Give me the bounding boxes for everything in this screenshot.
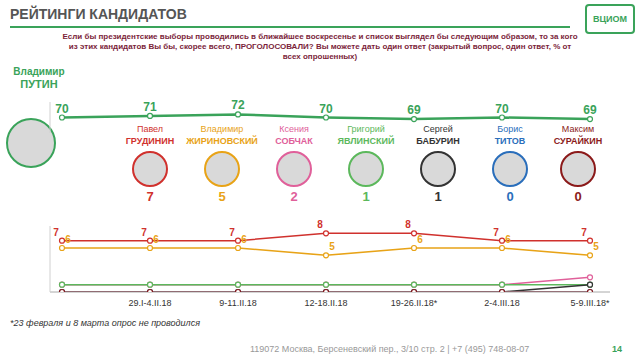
svg-text:12-18.II.18: 12-18.II.18 (304, 298, 347, 308)
svg-text:5-9.III.18*: 5-9.III.18* (570, 298, 610, 308)
svg-text:5: 5 (593, 241, 599, 252)
svg-text:2-4.III.18: 2-4.III.18 (484, 298, 520, 308)
html-text:0: 0 (574, 189, 582, 204)
html-text:ЖИРИНОВСКИЙ: ЖИРИНОВСКИЙ (186, 136, 258, 146)
html-text:1: 1 (434, 189, 442, 204)
html-text:Владимир: Владимир (200, 124, 244, 134)
svg-text:7: 7 (581, 227, 587, 238)
svg-text:71: 71 (143, 100, 157, 114)
html-text:Григорий: Григорий (347, 124, 385, 134)
html-text:1: 1 (362, 189, 370, 204)
html-text:Если бы президентские выборы п: Если бы президентские выборы проводились… (62, 32, 578, 61)
html-text:БАБУРИН: БАБУРИН (416, 136, 460, 146)
html-text:ТИТОВ: ТИТОВ (494, 136, 526, 146)
html-text:*23 февраля и 8 марта опрос не: *23 февраля и 8 марта опрос не проводилс… (10, 318, 200, 328)
svg-text:69: 69 (407, 103, 421, 117)
html-text:Ксения: Ксения (279, 124, 309, 134)
svg-text:7: 7 (53, 227, 59, 238)
svg-text:6: 6 (417, 234, 423, 245)
html-text:ЯВЛИНСКИЙ: ЯВЛИНСКИЙ (337, 136, 395, 146)
svg-text:8: 8 (405, 219, 411, 230)
html-text:7: 7 (146, 189, 154, 204)
svg-text:72: 72 (231, 98, 245, 112)
html-text:ВЦИОМ: ВЦИОМ (593, 14, 627, 24)
html-text:2: 2 (290, 189, 298, 204)
html-text:ПУТИН: ПУТИН (20, 78, 58, 90)
html-text:СУРАЙКИН: СУРАЙКИН (553, 136, 603, 146)
svg-text:7: 7 (493, 227, 499, 238)
svg-text:5: 5 (329, 241, 335, 252)
svg-text:7: 7 (141, 227, 147, 238)
svg-text:9-11.II.18: 9-11.II.18 (219, 298, 256, 308)
html-text:РЕЙТИНГИ КАНДИДАТОВ: РЕЙТИНГИ КАНДИДАТОВ (10, 6, 187, 22)
html-text:Максим: Максим (561, 124, 595, 134)
html-text:Павел: Павел (136, 124, 164, 134)
svg-text:8: 8 (317, 219, 323, 230)
html-text:0: 0 (506, 189, 514, 204)
svg-text:70: 70 (319, 102, 333, 116)
svg-text:19-26.II.18*: 19-26.II.18* (391, 298, 438, 308)
html-text:Сергей: Сергей (423, 124, 453, 134)
html-text:Владимир: Владимир (13, 66, 65, 77)
svg-text:69: 69 (583, 103, 597, 117)
svg-text:6: 6 (241, 234, 247, 245)
svg-text:6: 6 (505, 234, 511, 245)
svg-text:6: 6 (65, 234, 71, 245)
html-text:СОБЧАК: СОБЧАК (275, 136, 313, 146)
html-text:5: 5 (218, 189, 226, 204)
svg-text:29.I-4.II.18: 29.I-4.II.18 (128, 298, 171, 308)
svg-text:7: 7 (229, 227, 235, 238)
html-text:ГРУДИНИН: ГРУДИНИН (125, 136, 175, 146)
html-text:119072 Москва, Берсеневский пе: 119072 Москва, Берсеневский пер., 3/10 с… (250, 344, 530, 354)
svg-text:70: 70 (495, 102, 509, 116)
svg-text:70: 70 (55, 102, 69, 116)
html-text:Борис: Борис (497, 124, 523, 134)
html-text:14: 14 (612, 344, 622, 354)
svg-text:6: 6 (153, 234, 159, 245)
